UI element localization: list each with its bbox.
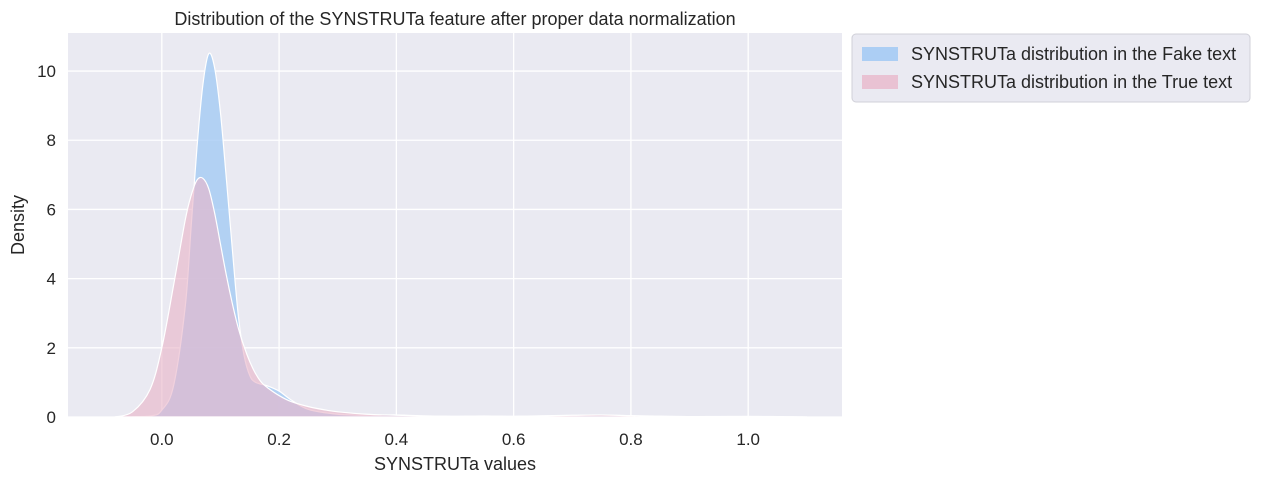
density-areas (114, 52, 808, 418)
legend-label-fake: SYNSTRUTa distribution in the Fake text (911, 44, 1236, 64)
y-tick-label: 0 (47, 408, 56, 427)
x-tick-label: 0.0 (150, 430, 174, 449)
axis-ticks: 0.0 0.2 0.4 0.6 0.8 1.0 0 2 4 6 8 10 (37, 62, 760, 449)
y-axis-label: Density (8, 195, 28, 255)
legend-swatch-fake (862, 47, 898, 61)
y-tick-label: 4 (47, 270, 56, 289)
y-tick-label: 8 (47, 131, 56, 150)
y-tick-label: 10 (37, 62, 56, 81)
x-tick-label: 0.6 (502, 430, 526, 449)
x-tick-label: 0.8 (619, 430, 643, 449)
x-axis-label: SYNSTRUTa values (374, 454, 536, 474)
legend-label-true: SYNSTRUTa distribution in the True text (911, 72, 1232, 92)
chart-title: Distribution of the SYNSTRUTa feature af… (174, 9, 735, 29)
y-tick-label: 2 (47, 339, 56, 358)
legend: SYNSTRUTa distribution in the Fake text … (851, 33, 1251, 103)
legend-swatch-true (862, 75, 898, 89)
density-area-true (114, 176, 808, 418)
x-tick-label: 1.0 (736, 430, 760, 449)
x-tick-label: 0.4 (385, 430, 409, 449)
x-tick-label: 0.2 (267, 430, 291, 449)
y-tick-label: 6 (47, 200, 56, 219)
legend-box (851, 33, 1251, 103)
